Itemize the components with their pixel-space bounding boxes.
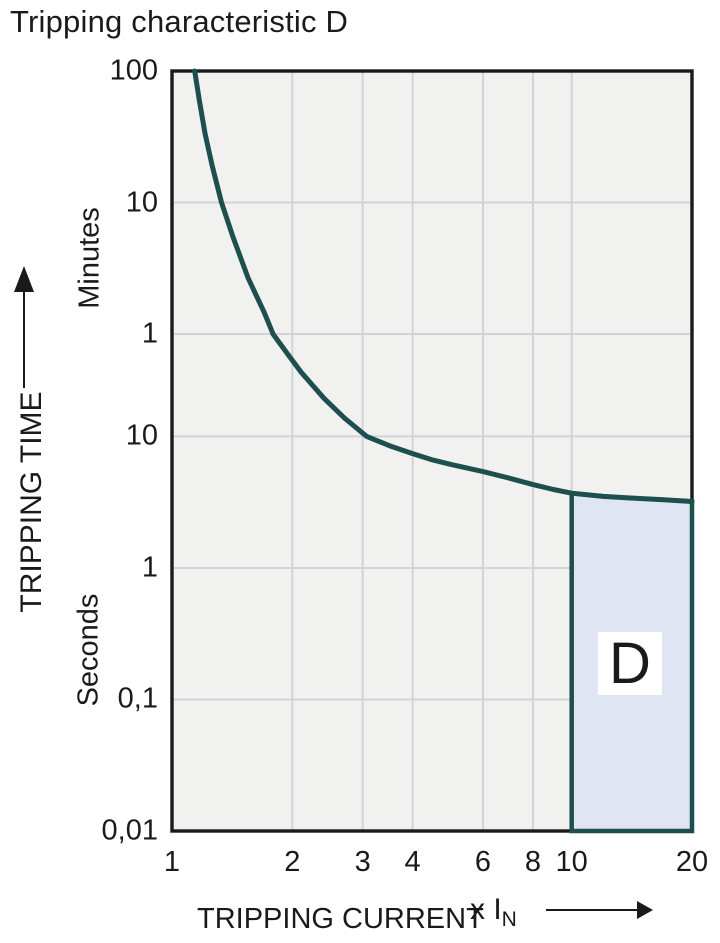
- chart-title: Tripping characteristic D: [10, 4, 349, 39]
- x-tick-label: 20: [675, 846, 709, 878]
- y-tick-label: 10: [125, 186, 158, 219]
- y-tick-label: 0,1: [117, 682, 158, 715]
- region-label-box: D: [598, 631, 662, 696]
- x-unit-subscript: N: [501, 908, 517, 931]
- y-axis-title: TRIPPING TIME: [15, 391, 48, 613]
- plot-frame: [170, 69, 694, 833]
- y-tick-label: 0,01: [101, 814, 158, 847]
- x-axis-title: TRIPPING CURRENT: [197, 903, 484, 935]
- y-tick-label: 1: [141, 317, 158, 350]
- region-label: D: [609, 631, 651, 696]
- x-tick-label: 10: [555, 846, 588, 878]
- y-tick-label: 100: [109, 54, 158, 87]
- y-unit-seconds-label: Seconds: [72, 593, 105, 707]
- plot-layer: [170, 68, 695, 834]
- y-tick-label: 10: [125, 419, 158, 452]
- x-tick-label: 1: [163, 846, 181, 878]
- right-arrow-icon: [546, 901, 653, 919]
- x-tick-label: 6: [474, 846, 492, 878]
- x-tick-label: 3: [354, 846, 371, 878]
- x-unit-prefix: x I: [470, 893, 502, 926]
- x-tick-label: 8: [524, 846, 542, 878]
- x-axis-unit: x IN: [470, 893, 517, 930]
- up-arrow-icon: [14, 266, 34, 388]
- y-tick-label: 1: [141, 551, 158, 584]
- x-tick-label: 4: [404, 846, 421, 878]
- tripping-curve: [192, 68, 695, 504]
- x-tick-label: 2: [284, 846, 301, 878]
- y-unit-minutes-label: Minutes: [73, 207, 106, 309]
